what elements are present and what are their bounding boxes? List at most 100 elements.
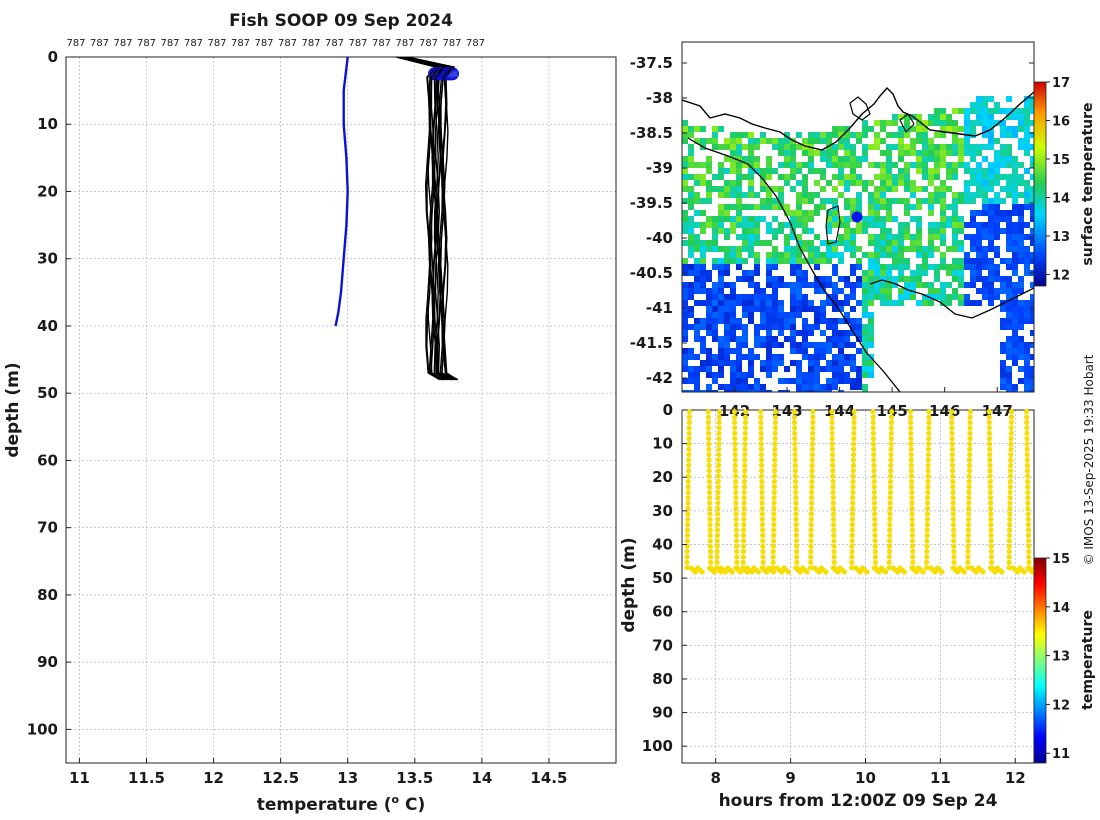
sst-cell [724,306,730,312]
sst-cell [862,324,868,330]
sst-cell [760,312,766,318]
depth-time-point [791,409,798,415]
depth-time-point [871,484,877,490]
depth-time-point [741,484,748,490]
cast-profile-line [396,57,442,381]
depth-time-point [729,569,735,575]
sst-cell [892,234,898,240]
sst-cell [724,312,730,318]
depth-time-ytick-label: 70 [652,636,673,654]
sst-cell [838,390,844,392]
depth-time-point [949,452,955,458]
sst-cell [772,336,778,342]
sst-cell [844,174,850,180]
depth-time-point [849,538,855,544]
sst-cell [784,258,790,264]
sst-cell [790,330,796,336]
sst-cell [976,288,982,294]
depth-time-point [908,436,914,442]
sst-cell [922,150,928,156]
sst-cell [1000,126,1006,132]
sst-cell [850,144,856,150]
sst-cell [862,384,868,390]
sst-cell [928,294,934,300]
sst-cell [712,330,718,336]
sst-cell [706,168,712,174]
sst-cell [910,234,916,240]
depth-time-point [1006,548,1012,555]
sst-cell [844,180,850,186]
sst-cell [916,234,922,240]
sst-cell [682,366,688,372]
sst-cell [970,276,976,282]
sst-cell [730,258,736,264]
sst-cell [886,276,892,282]
sst-cell [724,354,730,360]
sst-cell [880,138,886,144]
map-ytick-label: -40 [646,229,673,247]
sst-cell [862,282,868,288]
depth-time-point [887,527,893,533]
sst-cell [850,324,856,330]
sst-cell [982,186,988,192]
depth-time-point [771,505,777,512]
sst-cell [1000,378,1006,384]
sst-cell [868,300,874,306]
sst-cell [964,162,970,168]
sst-cell [718,342,724,348]
sst-cell [916,282,922,288]
sst-cell [988,216,994,222]
sst-cell [868,234,874,240]
sst-cell [1006,276,1012,282]
sst-cell [712,246,718,252]
depth-time-point [950,468,956,474]
depth-time-point [770,538,777,544]
sst-cell [742,216,748,222]
sst-cell [922,120,928,126]
sst-cell [862,120,868,126]
sst-cell [838,348,844,354]
sst-cell [934,222,940,228]
sst-cell [688,144,694,150]
depth-time-point [988,527,994,533]
sst-cell [898,228,904,234]
sst-cell [940,162,946,168]
sst-cell [730,300,736,306]
sst-cell [904,264,910,270]
sst-cell [1000,198,1006,204]
depth-time-point [965,559,971,565]
depth-time-point [849,532,855,539]
depth-time-point [870,441,877,447]
sst-cell [682,288,688,294]
depth-time-point [1024,468,1031,474]
sst-cell [946,222,952,228]
depth-time-point [770,548,776,555]
sst-cell [688,228,694,234]
depth-time-point [949,430,955,436]
sst-cell [814,168,820,174]
sst-cell [958,144,964,150]
sst-cell [892,282,898,288]
sst-cell [706,192,712,198]
depth-time-point [986,414,992,420]
sst-cell [838,240,844,246]
depth-time-point [771,527,777,533]
depth-time-point [908,468,915,474]
sst-cell [928,300,934,306]
sst-cell [928,138,934,144]
sst-cell [766,162,772,168]
sst-cell [838,306,844,312]
sst-cell [874,132,880,138]
depth-time-point [714,554,720,560]
sst-cell [988,162,994,168]
sst-cell [886,186,892,192]
sst-cell [1024,342,1030,348]
sst-cell [808,342,814,348]
sst-cell [964,144,970,150]
sst-cell [886,288,892,294]
sst-cell [940,234,946,240]
depth-time-point [810,425,816,431]
depth-time-point [716,419,722,425]
sst-cell [976,186,982,192]
depth-time-point [1007,516,1013,522]
